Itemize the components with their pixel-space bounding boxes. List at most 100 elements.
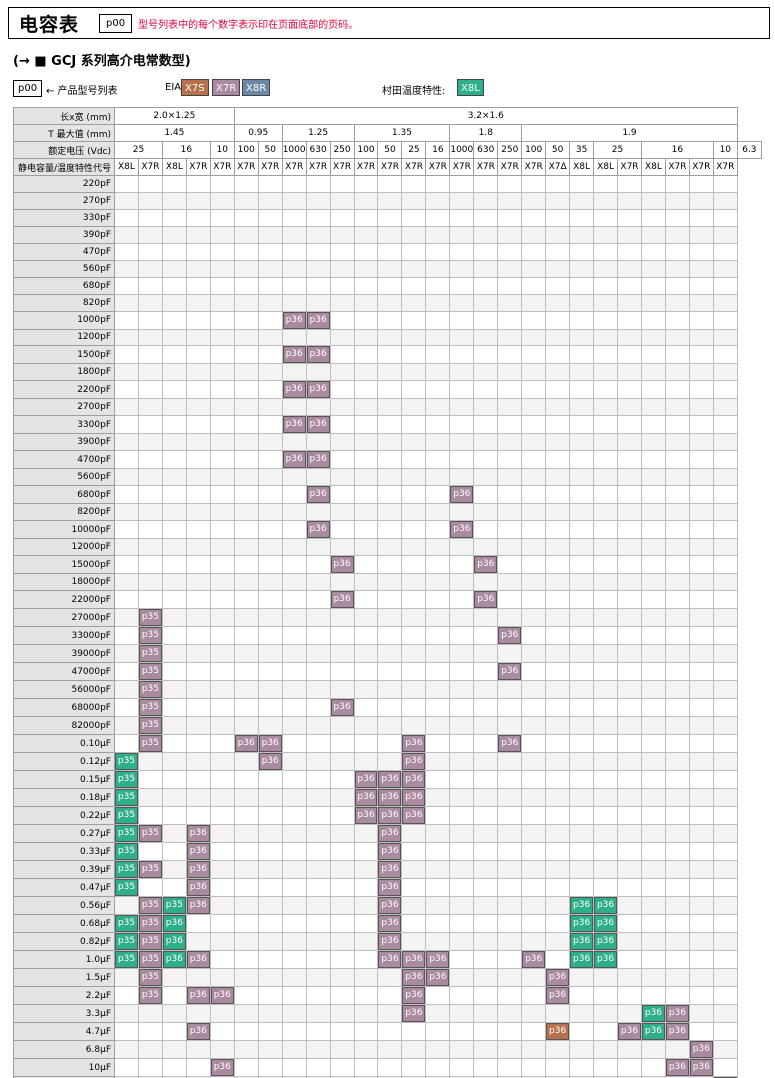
page-ref-chip[interactable]: p35 — [115, 861, 138, 878]
page-ref-chip[interactable]: p35 — [139, 987, 162, 1004]
page-ref-chip[interactable]: p36 — [378, 897, 401, 914]
page-ref-chip[interactable]: p36 — [378, 861, 401, 878]
page-ref-chip[interactable]: p36 — [402, 1005, 425, 1022]
page-ref-chip[interactable]: p36 — [355, 771, 377, 788]
page-ref-chip[interactable]: p36 — [426, 951, 449, 968]
page-ref-chip[interactable]: p35 — [139, 663, 162, 680]
page-ref-chip[interactable]: p36 — [498, 627, 521, 644]
page-ref-chip[interactable]: p36 — [522, 951, 545, 968]
page-ref-chip[interactable]: p35 — [115, 843, 138, 860]
page-ref-chip[interactable]: p36 — [235, 735, 258, 752]
page-ref-chip[interactable]: p36 — [378, 915, 401, 932]
page-ref-chip[interactable]: p35 — [115, 789, 138, 806]
page-ref-chip[interactable]: p36 — [594, 933, 617, 950]
page-ref-chip[interactable]: p36 — [283, 312, 306, 328]
page-ref-chip[interactable]: p35 — [139, 717, 162, 734]
page-ref-chip[interactable]: p35 — [139, 861, 162, 878]
page-ref-chip[interactable]: p36 — [594, 951, 617, 968]
page-ref-chip[interactable]: p36 — [283, 346, 306, 363]
page-ref-chip[interactable]: p35 — [115, 807, 138, 824]
page-ref-chip[interactable]: p36 — [331, 556, 354, 573]
page-ref-chip[interactable]: p36 — [570, 915, 593, 932]
page-ref-chip[interactable]: p36 — [378, 825, 401, 842]
page-ref-chip[interactable]: p36 — [283, 451, 306, 468]
page-ref-chip[interactable]: p36 — [378, 807, 401, 824]
page-ref-chip[interactable]: p36 — [211, 1059, 234, 1076]
page-ref-chip[interactable]: p36 — [402, 771, 425, 788]
page-ref-chip[interactable]: p35 — [115, 933, 138, 950]
page-ref-chip[interactable]: p36 — [331, 699, 354, 716]
page-ref-chip[interactable]: p36 — [307, 451, 330, 468]
page-ref-chip[interactable]: p35 — [115, 825, 138, 842]
page-ref-chip[interactable]: p35 — [115, 915, 138, 932]
page-ref-chip[interactable]: p36 — [187, 843, 210, 860]
page-ref-chip[interactable]: p36 — [690, 1041, 713, 1058]
page-ref-chip[interactable]: p35 — [139, 933, 162, 950]
page-ref-chip[interactable]: p36 — [474, 556, 497, 573]
page-ref-chip[interactable]: p36 — [666, 1023, 689, 1040]
page-ref-chip[interactable]: p35 — [115, 753, 138, 770]
page-ref-chip[interactable]: p36 — [666, 1059, 689, 1076]
page-ref-chip[interactable]: p36 — [498, 663, 521, 680]
page-ref-chip[interactable]: p36 — [187, 951, 210, 968]
page-ref-chip[interactable]: p35 — [139, 681, 162, 698]
page-ref-chip[interactable]: p36 — [642, 1023, 665, 1040]
page-ref-chip[interactable]: p35 — [163, 897, 186, 914]
page-ref-chip[interactable]: p36 — [378, 951, 401, 968]
page-ref-chip[interactable]: p36 — [378, 879, 401, 896]
page-ref-chip[interactable]: p36 — [618, 1023, 641, 1040]
page-ref-chip[interactable]: p36 — [474, 591, 497, 608]
page-ref-chip[interactable]: p36 — [187, 987, 210, 1004]
page-ref-chip[interactable]: p36 — [163, 933, 186, 950]
page-ref-chip[interactable]: p35 — [139, 645, 162, 662]
page-ref-chip[interactable]: p36 — [498, 735, 521, 752]
page-ref-chip[interactable]: p36 — [666, 1005, 689, 1022]
page-ref-chip[interactable]: p35 — [115, 771, 138, 788]
page-ref-chip[interactable]: p36 — [402, 735, 425, 752]
page-ref-chip[interactable]: p36 — [259, 735, 282, 752]
page-ref-chip[interactable]: p36 — [594, 897, 617, 914]
page-ref-chip[interactable]: p36 — [283, 416, 306, 433]
page-ref-chip[interactable]: p36 — [570, 933, 593, 950]
page-ref-chip[interactable]: p36 — [546, 1023, 569, 1040]
page-ref-chip[interactable]: p36 — [402, 951, 425, 968]
page-ref-chip[interactable]: p36 — [187, 861, 210, 878]
page-ref-chip[interactable]: p36 — [163, 951, 186, 968]
page-ref-chip[interactable]: p36 — [307, 312, 330, 328]
page-ref-chip[interactable]: p35 — [139, 825, 162, 842]
page-ref-chip[interactable]: p36 — [187, 897, 210, 914]
page-ref-chip[interactable]: p36 — [259, 753, 282, 770]
page-ref-chip[interactable]: p36 — [307, 346, 330, 363]
page-ref-chip[interactable]: p35 — [139, 897, 162, 914]
page-ref-chip[interactable]: p35 — [139, 735, 162, 752]
page-ref-chip[interactable]: p35 — [139, 951, 162, 968]
page-ref-chip[interactable]: p36 — [331, 591, 354, 608]
page-ref-chip[interactable]: p36 — [402, 969, 425, 986]
page-ref-chip[interactable]: p36 — [378, 771, 401, 788]
page-ref-chip[interactable]: p36 — [402, 807, 425, 824]
page-ref-chip[interactable]: p36 — [187, 1023, 210, 1040]
page-ref-chip[interactable]: p36 — [594, 915, 617, 932]
page-ref-chip[interactable]: p36 — [307, 416, 330, 433]
page-ref-chip[interactable]: p36 — [211, 987, 234, 1004]
page-ref-chip[interactable]: p36 — [307, 486, 330, 503]
page-ref-chip[interactable]: p36 — [378, 789, 401, 806]
page-ref-chip[interactable]: p36 — [546, 969, 569, 986]
page-ref-chip[interactable]: p36 — [187, 879, 210, 896]
page-ref-chip[interactable]: p36 — [690, 1059, 713, 1076]
page-ref-chip[interactable]: p36 — [187, 825, 210, 842]
page-ref-chip[interactable]: p35 — [139, 915, 162, 932]
page-ref-chip[interactable]: p36 — [450, 486, 473, 503]
page-ref-chip[interactable]: p36 — [163, 915, 186, 932]
page-ref-chip[interactable]: p36 — [307, 381, 330, 398]
page-ref-chip[interactable]: p35 — [139, 627, 162, 644]
page-ref-chip[interactable]: p36 — [642, 1005, 665, 1022]
page-ref-chip[interactable]: p36 — [378, 843, 401, 860]
page-ref-chip[interactable]: p36 — [546, 987, 569, 1004]
page-ref-chip[interactable]: p36 — [355, 789, 377, 806]
page-ref-chip[interactable]: p36 — [378, 933, 401, 950]
page-ref-chip[interactable]: p35 — [139, 699, 162, 716]
page-ref-chip[interactable]: p36 — [402, 753, 425, 770]
page-ref-chip[interactable]: p35 — [115, 879, 138, 896]
page-ref-chip[interactable]: p35 — [115, 951, 138, 968]
